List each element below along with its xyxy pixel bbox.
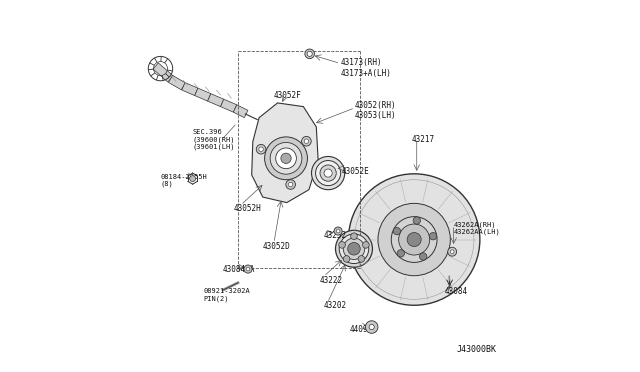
Circle shape <box>264 137 307 180</box>
Text: 43173(RH)
43173+A(LH): 43173(RH) 43173+A(LH) <box>340 58 391 77</box>
Polygon shape <box>153 63 173 82</box>
Ellipse shape <box>320 165 336 181</box>
Circle shape <box>397 250 404 257</box>
Polygon shape <box>233 105 248 118</box>
Circle shape <box>348 243 360 255</box>
Text: 43052F: 43052F <box>274 91 301 100</box>
Ellipse shape <box>335 230 372 267</box>
Ellipse shape <box>343 238 365 260</box>
Circle shape <box>286 180 296 189</box>
Text: 43052H: 43052H <box>233 203 261 213</box>
Text: 43084: 43084 <box>445 287 468 296</box>
Polygon shape <box>221 99 237 112</box>
Circle shape <box>339 241 346 248</box>
Circle shape <box>281 153 291 163</box>
Circle shape <box>189 176 196 182</box>
Circle shape <box>393 227 401 235</box>
Circle shape <box>413 217 420 224</box>
Polygon shape <box>182 83 198 96</box>
Text: 43052(RH)
43053(LH): 43052(RH) 43053(LH) <box>355 100 397 120</box>
Text: 43262A(RH)
43262AA(LH): 43262A(RH) 43262AA(LH) <box>454 221 500 235</box>
Circle shape <box>301 137 311 146</box>
Circle shape <box>448 247 456 256</box>
Text: 43217: 43217 <box>412 135 435 144</box>
Text: 08184-2355H
(8): 08184-2355H (8) <box>161 174 207 187</box>
Text: 44098N: 44098N <box>349 325 378 334</box>
Text: 43222: 43222 <box>320 276 343 285</box>
Polygon shape <box>195 88 211 101</box>
Circle shape <box>289 182 293 187</box>
Circle shape <box>429 232 436 240</box>
Circle shape <box>348 174 480 305</box>
Text: 43052D: 43052D <box>263 243 291 251</box>
Ellipse shape <box>339 234 369 263</box>
Circle shape <box>451 250 454 254</box>
Circle shape <box>378 203 451 276</box>
Circle shape <box>365 321 378 333</box>
Circle shape <box>343 256 350 262</box>
Text: 43232: 43232 <box>324 231 347 240</box>
Circle shape <box>363 241 369 248</box>
Circle shape <box>334 227 342 235</box>
Circle shape <box>270 142 302 174</box>
Circle shape <box>305 49 314 59</box>
Circle shape <box>351 233 357 240</box>
Circle shape <box>246 267 250 271</box>
Text: 08921-3202A
PIN(2): 08921-3202A PIN(2) <box>204 288 250 302</box>
Text: 43052E: 43052E <box>341 167 369 176</box>
Circle shape <box>307 51 312 57</box>
Ellipse shape <box>312 157 345 190</box>
Ellipse shape <box>324 169 332 177</box>
Text: SEC.396
(39600(RH)
(39601(LH): SEC.396 (39600(RH) (39601(LH) <box>193 129 235 150</box>
Circle shape <box>336 229 340 233</box>
Polygon shape <box>168 76 186 90</box>
Circle shape <box>256 144 266 154</box>
Circle shape <box>244 265 252 273</box>
Text: 43202: 43202 <box>324 301 347 311</box>
Circle shape <box>304 139 308 144</box>
Circle shape <box>259 147 263 151</box>
Ellipse shape <box>316 161 340 186</box>
Text: J43000BK: J43000BK <box>456 345 497 354</box>
Circle shape <box>407 232 421 247</box>
Circle shape <box>391 217 437 262</box>
Polygon shape <box>207 94 224 107</box>
Circle shape <box>369 324 374 330</box>
Polygon shape <box>252 103 318 203</box>
Text: 43084+A: 43084+A <box>222 264 255 273</box>
Circle shape <box>399 224 429 255</box>
Circle shape <box>276 148 296 169</box>
Circle shape <box>419 253 427 260</box>
Circle shape <box>358 256 365 262</box>
